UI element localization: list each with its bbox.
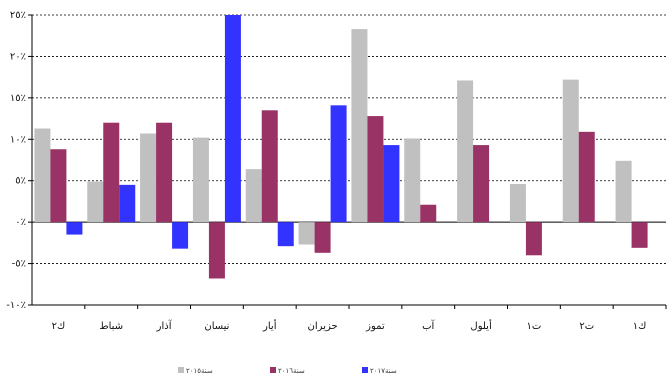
bar bbox=[383, 145, 400, 223]
y-tick-label: ٥٪ bbox=[15, 176, 26, 187]
bar bbox=[66, 222, 83, 235]
y-tick-label: ٠٪ bbox=[15, 217, 26, 228]
category-label: ك٢ bbox=[52, 321, 66, 332]
bar bbox=[420, 204, 437, 223]
bar bbox=[298, 222, 315, 245]
y-tick-label: -٥٪ bbox=[12, 259, 26, 270]
bar bbox=[631, 222, 648, 248]
bar bbox=[34, 128, 51, 223]
category-label: ت١ bbox=[527, 321, 542, 332]
y-tick-label: ١٠٪ bbox=[10, 134, 26, 145]
legend-label: سنة٢٠١٥ bbox=[186, 367, 213, 375]
legend-swatch bbox=[178, 367, 184, 373]
y-tick-label: -١٠٪ bbox=[6, 300, 26, 311]
y-tick-label: ٢٥٪ bbox=[10, 10, 26, 21]
bar bbox=[330, 105, 347, 223]
bar bbox=[261, 110, 278, 223]
category-label: آذار bbox=[156, 319, 173, 332]
legend-label: سنة٢٠١٦ bbox=[278, 367, 305, 375]
y-tick-label: ٢٠٪ bbox=[10, 51, 26, 62]
y-tick-labels: ٢٥٪ ٢٠٪ ١٥٪ ١٠٪ ٥٪ ٠٪ -٥٪ -١٠٪ bbox=[6, 10, 26, 311]
bar bbox=[404, 138, 421, 223]
category-label: نيسان bbox=[204, 321, 229, 332]
bar bbox=[562, 79, 579, 223]
bar bbox=[50, 149, 67, 223]
category-label: تموز bbox=[365, 321, 385, 332]
bar bbox=[172, 222, 189, 249]
category-label: آب bbox=[422, 319, 435, 332]
category-label: أيلول bbox=[470, 319, 492, 332]
category-label: حزيران bbox=[308, 321, 338, 332]
bar bbox=[615, 160, 632, 223]
bar bbox=[192, 137, 209, 223]
bar bbox=[351, 29, 368, 223]
bar bbox=[367, 116, 384, 223]
bar bbox=[87, 181, 104, 223]
legend: سنة٢٠١٥ سنة٢٠١٦ سنة٢٠١٧ bbox=[178, 367, 397, 375]
bars bbox=[34, 15, 648, 279]
bar bbox=[473, 145, 490, 223]
category-label: ت٢ bbox=[579, 321, 594, 332]
legend-swatch bbox=[270, 367, 276, 373]
bar bbox=[208, 222, 225, 279]
legend-label: سنة٢٠١٧ bbox=[370, 367, 397, 375]
bar bbox=[156, 122, 173, 223]
y-tick-label: ١٥٪ bbox=[10, 93, 26, 104]
category-label: شباط bbox=[99, 321, 123, 332]
legend-swatch bbox=[362, 367, 368, 373]
bar bbox=[245, 169, 262, 223]
category-label: ك١ bbox=[633, 321, 647, 332]
bar bbox=[277, 222, 294, 247]
bar bbox=[119, 184, 136, 223]
axes bbox=[28, 14, 667, 309]
bar bbox=[509, 184, 526, 223]
category-labels: ك٢ شباط آذار نيسان أيار حزيران تموز آب أيلول ت١ ت٢… bbox=[52, 319, 647, 332]
bar bbox=[578, 131, 595, 223]
bar bbox=[103, 122, 120, 223]
category-label: أيار bbox=[262, 319, 277, 332]
bar bbox=[525, 222, 542, 256]
bar bbox=[314, 222, 331, 253]
bar bbox=[140, 133, 157, 223]
bar bbox=[224, 15, 241, 223]
bar bbox=[457, 80, 474, 223]
